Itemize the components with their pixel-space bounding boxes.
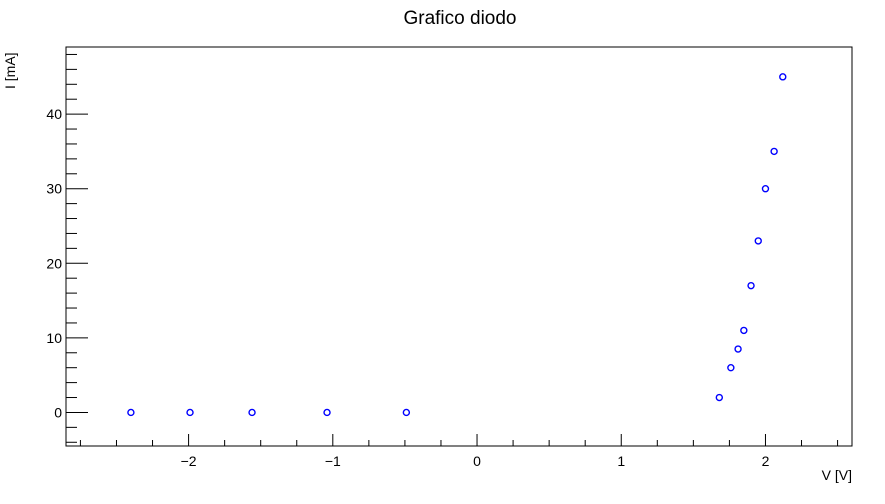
x-tick-label: 2 [762, 453, 770, 469]
x-tick-label: 1 [617, 453, 625, 469]
data-point [715, 393, 724, 402]
data-point [770, 147, 778, 156]
x-axis-label: V [V] [822, 467, 852, 483]
x-tick-label: −1 [325, 453, 341, 469]
data-point [734, 345, 742, 353]
data-point [323, 408, 331, 417]
data-point [248, 408, 256, 417]
data-point [740, 326, 748, 335]
data-point [761, 185, 770, 193]
data-point [127, 408, 135, 417]
y-tick-label: 40 [46, 106, 62, 122]
data-point [186, 408, 194, 417]
axes [65, 46, 853, 447]
y-tick-label: 20 [46, 255, 62, 271]
y-tick-label: 0 [54, 404, 62, 420]
x-tick-label: 0 [473, 453, 481, 469]
data-point [779, 73, 787, 81]
y-tick-label: 30 [46, 181, 62, 197]
data-point [754, 237, 762, 245]
data-point [727, 363, 735, 372]
plot-frame [65, 46, 853, 447]
data-points [127, 73, 787, 417]
data-point [747, 281, 755, 290]
y-tick-label: 10 [46, 330, 62, 346]
x-tick-label: −2 [181, 453, 197, 469]
y-axis-label: I [mA] [2, 52, 18, 89]
data-point [402, 408, 411, 417]
chart-title: Grafico diodo [403, 8, 516, 29]
